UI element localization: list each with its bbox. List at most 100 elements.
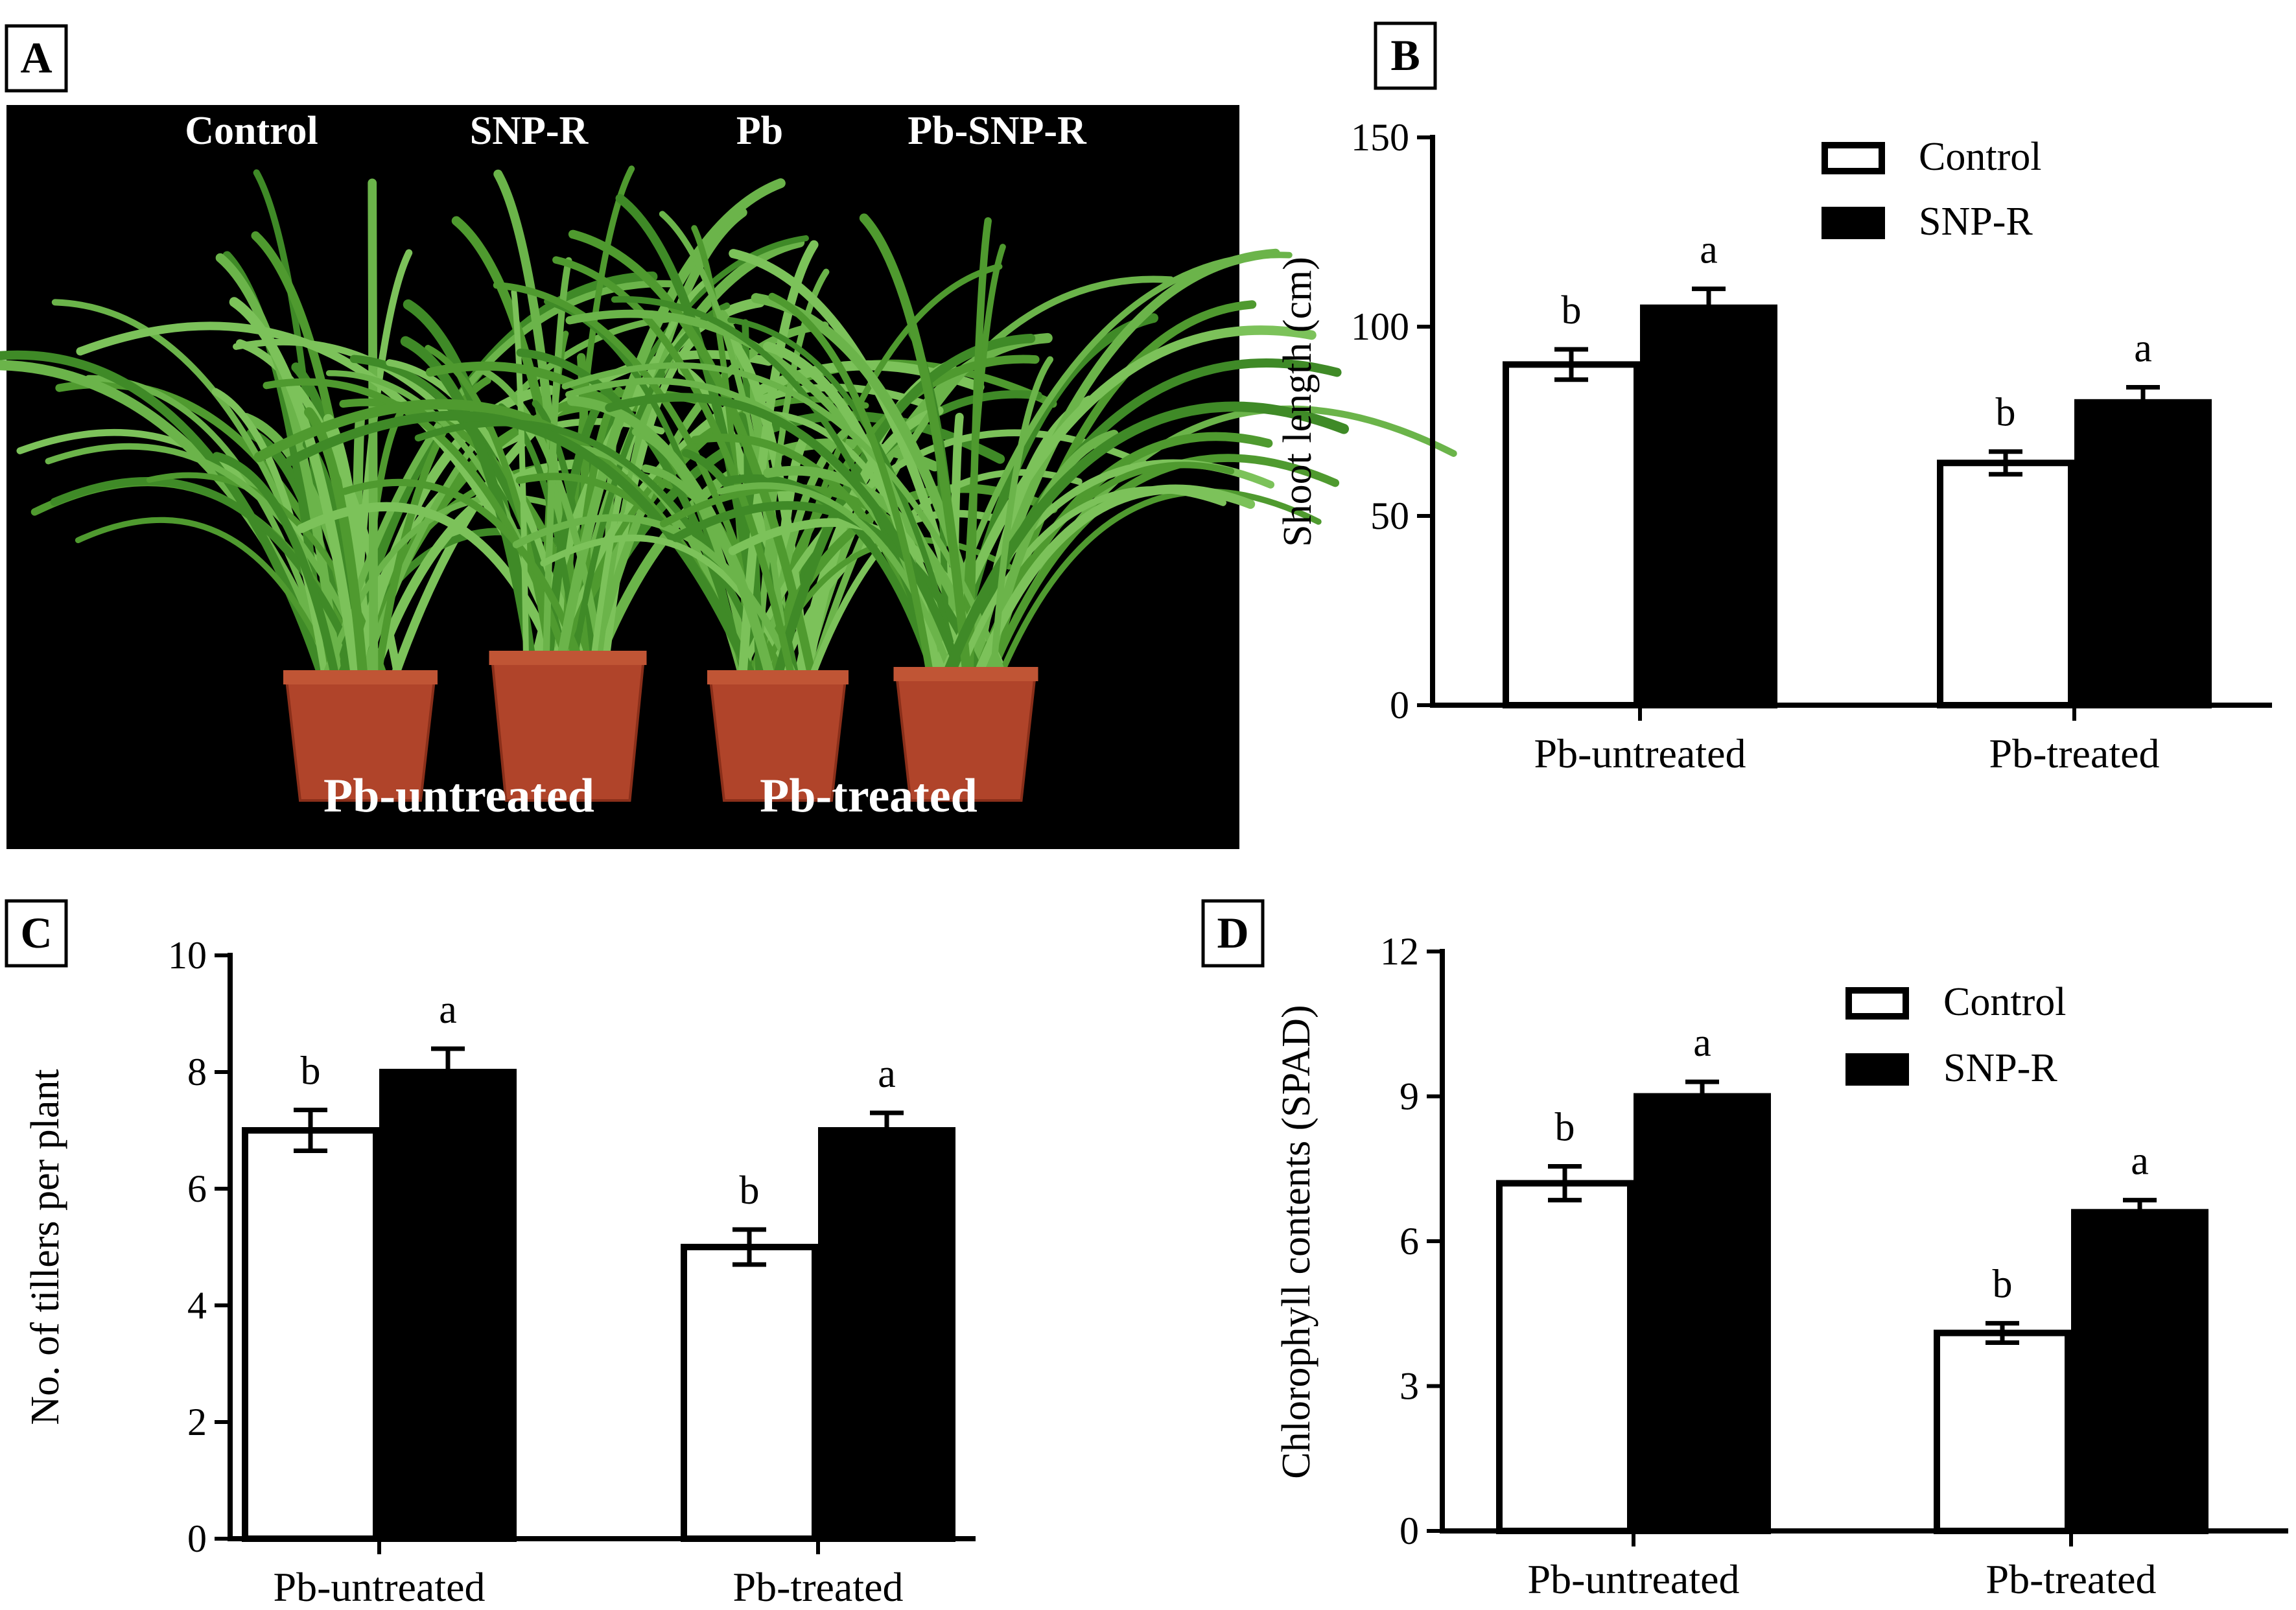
panel-label-d: D [1217, 908, 1248, 957]
leaf [987, 454, 1340, 675]
significance-letter: a [2134, 326, 2152, 370]
chart-area: 0 2 4 6 8 10 Pb-untreated b a Pb-treated b a [168, 934, 976, 1610]
leaf [341, 478, 582, 659]
pot-rim [893, 667, 1038, 681]
panel-label-b-box [1374, 21, 1437, 90]
significance-letter: b [740, 1169, 760, 1213]
leaf [605, 393, 965, 675]
panel-a-photo: A Control SNP-R Pb Pb-SNP-R Pb-untreated… [0, 24, 1457, 849]
panel-label-c: C [20, 908, 52, 957]
photo-group-pb-untreated: Pb-untreated [323, 769, 594, 822]
legend-swatch-control [1822, 142, 1885, 174]
legend: Control SNP-R [1822, 135, 2041, 244]
panel-label-b: B [1390, 30, 1420, 80]
bar-snp-r [818, 1127, 955, 1542]
leaf [45, 443, 374, 677]
y-tick-label: 6 [187, 1167, 207, 1210]
plant [561, 213, 1457, 802]
y-axis-label: No. of tillers per plant [23, 1069, 67, 1425]
photo-label-pb: Pb [736, 109, 783, 153]
x-category-label: Pb-treated [1986, 1556, 2157, 1602]
panel-label-a: A [20, 33, 52, 82]
y-tick-label: 4 [187, 1284, 207, 1327]
x-category-label: Pb-treated [733, 1564, 904, 1610]
leaf [75, 517, 336, 677]
y-axis-label: Shoot length (cm) [1276, 257, 1320, 547]
leaf [285, 410, 756, 679]
leaf [716, 482, 954, 675]
chart-area: 0 50 100 150 Pb-untreated b a Pb-treated b a [1351, 116, 2272, 776]
chart-area: 0 3 6 9 12 Pb-untreated b a Pb-treated b a [1380, 930, 2288, 1602]
significance-letter: b [1996, 391, 2016, 435]
bar-control [1496, 1180, 1634, 1534]
legend: Control SNP-R [1845, 980, 2066, 1090]
bar-snp-r [2074, 399, 2212, 708]
bar-control [1934, 1329, 2071, 1535]
y-tick-label: 8 [187, 1051, 207, 1093]
bar-snp-r [2071, 1209, 2208, 1535]
significance-letter: a [439, 988, 457, 1032]
leaf [400, 336, 535, 660]
panel-label-a-box [5, 24, 68, 93]
leaf [212, 452, 339, 679]
panel-c-tillers: C No. of tillers per plant 0 2 4 6 8 10 Pb-unt… [5, 899, 976, 1610]
significance-letter: b [1993, 1263, 2013, 1307]
panel-d-chlorophyll: D Chlorophyll contents (SPAD) 0 3 6 9 12 Pb-u… [1201, 899, 2288, 1602]
leaf [512, 514, 797, 678]
leaf [974, 484, 1256, 676]
bar-snp-r [1640, 304, 1777, 708]
bar-control [681, 1244, 818, 1542]
leaf [368, 178, 379, 679]
significance-letter: a [1693, 1021, 1711, 1065]
leaf [931, 325, 1317, 676]
panel-label-c-box [5, 899, 68, 968]
significance-letter: b [1562, 288, 1582, 332]
pot-rim [707, 670, 849, 684]
leaf [966, 217, 992, 675]
panel-label-d-box [1201, 899, 1265, 968]
leaf [50, 477, 364, 679]
photo-label-snp-r: SNP-R [470, 109, 589, 153]
x-category-label: Pb-untreated [1534, 730, 1746, 776]
leaf [859, 213, 972, 676]
plant-illustrations [0, 165, 1457, 802]
legend-label-control: Control [1943, 980, 2066, 1024]
y-tick-label: 50 [1370, 495, 1409, 537]
y-tick-label: 150 [1351, 116, 1409, 159]
y-tick-label: 6 [1400, 1220, 1419, 1263]
bar-snp-r [379, 1069, 517, 1542]
leaf [211, 388, 329, 678]
leaf [659, 211, 791, 677]
photo-group-pb-treated: Pb-treated [760, 769, 978, 822]
leaf [990, 356, 1053, 675]
y-tick-label: 0 [1400, 1510, 1419, 1552]
bar-control [1937, 460, 2074, 708]
legend-swatch-control [1845, 987, 1909, 1020]
x-category-label: Pb-treated [1989, 730, 2160, 776]
x-category-label: Pb-untreated [1528, 1556, 1740, 1602]
leaf [999, 488, 1322, 674]
legend-label-snp-r: SNP-R [1919, 200, 2033, 244]
photo-label-control: Control [185, 109, 318, 153]
photo-label-pb-snp-r: Pb-SNP-R [908, 109, 1087, 153]
pot-rim [489, 651, 647, 665]
y-tick-label: 2 [187, 1401, 207, 1443]
y-tick-label: 10 [168, 934, 207, 977]
legend-swatch-snp-r [1822, 207, 1885, 239]
y-tick-label: 100 [1351, 305, 1409, 348]
y-tick-label: 0 [1390, 684, 1409, 727]
significance-letter: a [2131, 1139, 2149, 1184]
x-category-label: Pb-untreated [274, 1564, 486, 1610]
bar-snp-r [1634, 1093, 1771, 1534]
leaf [738, 240, 819, 679]
legend-label-snp-r: SNP-R [1943, 1046, 2057, 1090]
significance-letter: b [301, 1049, 321, 1093]
bar-control [1503, 361, 1640, 708]
y-axis-label: Chlorophyll contents (SPAD) [1274, 1005, 1318, 1478]
y-tick-label: 9 [1400, 1075, 1419, 1118]
significance-letter: b [1555, 1106, 1575, 1150]
leaf [543, 257, 572, 659]
y-tick-label: 12 [1380, 930, 1419, 973]
leaf [414, 419, 773, 678]
